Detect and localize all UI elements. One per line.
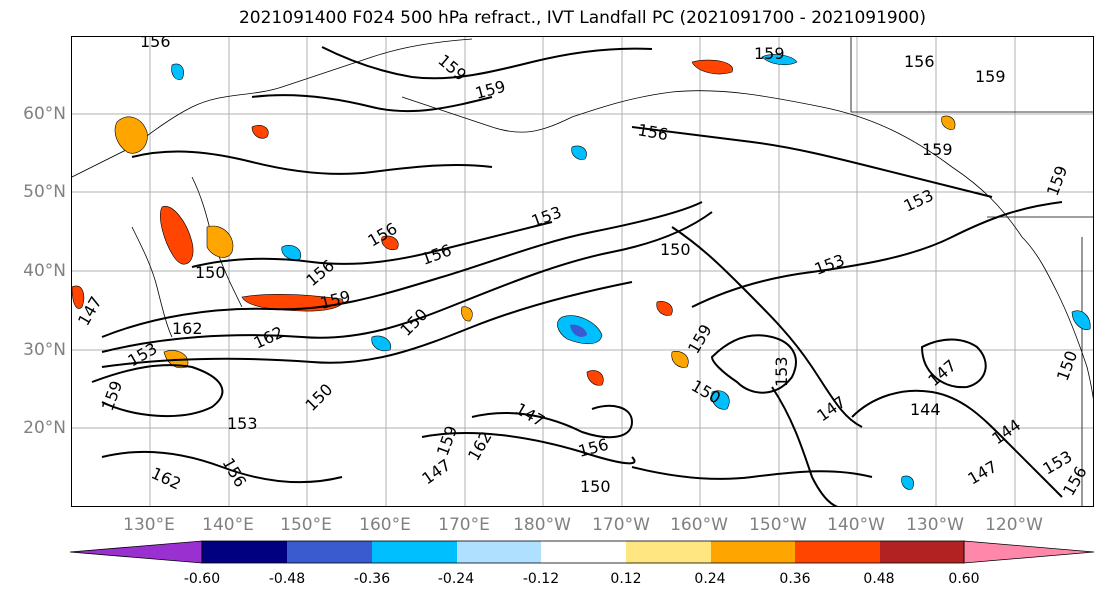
coastlines: [72, 37, 1093, 506]
contour-label: 150: [195, 263, 226, 282]
contour-labels: 156 159 159 159 156 159 156 159 153 153 …: [74, 37, 1091, 499]
colorbar-segment: [795, 541, 880, 563]
contour-label: 147: [924, 356, 960, 390]
colorbar-extend-low: [70, 540, 203, 564]
contour-label: 144: [988, 415, 1024, 448]
lon-label-170e: 170°E: [438, 515, 490, 535]
contour-label: 159: [922, 140, 953, 159]
colorbar-segment: [372, 541, 457, 563]
contour-label: 153: [529, 202, 564, 230]
colorbar-tick-label: -0.60: [183, 571, 221, 587]
contour-label: 159: [318, 287, 352, 313]
lon-label-180w: 180°W: [513, 515, 571, 535]
colorbar-segment: [880, 541, 964, 563]
plot-title: 2021091400 F024 500 hPa refract., IVT La…: [238, 8, 926, 28]
lon-label-130w: 130°W: [906, 515, 964, 535]
lon-label-150e: 150°E: [280, 515, 332, 535]
colorbar-tick-label: -0.12: [522, 571, 560, 587]
contour-label: 150: [580, 477, 611, 496]
lon-label-160w: 160°W: [670, 515, 728, 535]
colorbar-tick-label: -0.36: [353, 571, 391, 587]
colorbar: [70, 540, 1095, 564]
contour-label: 147: [418, 455, 454, 488]
contour-label: 159: [684, 321, 716, 357]
colorbar-segment: [626, 541, 711, 563]
contour-label: 150: [660, 240, 691, 259]
colorbar-tick-label: 0.36: [779, 571, 811, 587]
contour-label: 162: [251, 322, 287, 352]
lon-label-130e: 130°E: [123, 515, 175, 535]
lat-label-60n: 60°N: [23, 104, 66, 124]
contour-label: 147: [813, 392, 849, 425]
colorbar-tick-label: 0.48: [863, 571, 895, 587]
lon-label-140e: 140°E: [202, 515, 254, 535]
lat-label-50n: 50°N: [23, 182, 66, 202]
contour-label: 156: [576, 435, 610, 461]
colorbar-tick-label: 0.60: [948, 571, 980, 587]
contour-label: 159: [473, 77, 507, 103]
contour-label: 153: [812, 250, 847, 278]
colorbar-tick-label: 0.12: [610, 571, 642, 587]
lon-label-120w: 120°W: [985, 515, 1043, 535]
contour-label: 159: [1043, 163, 1071, 198]
contour-label: 153: [772, 356, 791, 387]
colorbar-segment: [711, 541, 795, 563]
contour-label: 162: [172, 319, 203, 338]
contour-label: 147: [965, 457, 1001, 489]
lat-label-30n: 30°N: [23, 340, 66, 360]
contour-label: 150: [1053, 348, 1081, 383]
contour-label: 150: [396, 305, 431, 340]
contour-label: 156: [636, 120, 669, 144]
colorbar-segment: [541, 541, 626, 563]
colorbar-frame: [201, 540, 965, 564]
colorbar-tick-label: -0.24: [437, 571, 475, 587]
contour-label: 153: [901, 185, 937, 215]
contour-label: 156: [219, 455, 251, 491]
contour-label: 156: [140, 37, 171, 51]
contour-label: 159: [98, 378, 126, 413]
contour-label: 144: [910, 400, 941, 419]
contour-label: 159: [754, 44, 785, 63]
shaded-anomalies: [72, 54, 1091, 490]
colorbar-tick-label: -0.48: [268, 571, 306, 587]
colorbar-segment: [287, 541, 372, 563]
lon-label-160e: 160°E: [359, 515, 411, 535]
contour-label: 153: [227, 414, 258, 433]
map-canvas: 156 159 159 159 156 159 156 159 153 153 …: [72, 37, 1093, 506]
contour-label: 156: [419, 240, 454, 268]
colorbar-tick-label: 0.24: [694, 571, 726, 587]
lat-label-40n: 40°N: [23, 261, 66, 281]
contour-label: 156: [904, 52, 935, 71]
height-contours: [91, 46, 1063, 506]
lon-label-170w: 170°W: [592, 515, 650, 535]
lon-label-150w: 150°W: [749, 515, 807, 535]
colorbar-segment: [457, 541, 541, 563]
contour-label: 159: [975, 67, 1006, 86]
map-panel: 156 159 159 159 156 159 156 159 153 153 …: [71, 36, 1094, 507]
lat-label-20n: 20°N: [23, 418, 66, 438]
contour-label: 162: [148, 463, 184, 493]
colorbar-segment: [202, 541, 287, 563]
lon-label-140w: 140°W: [827, 515, 885, 535]
colorbar-extend-high: [963, 540, 1095, 564]
map-gridlines: [72, 37, 1093, 506]
